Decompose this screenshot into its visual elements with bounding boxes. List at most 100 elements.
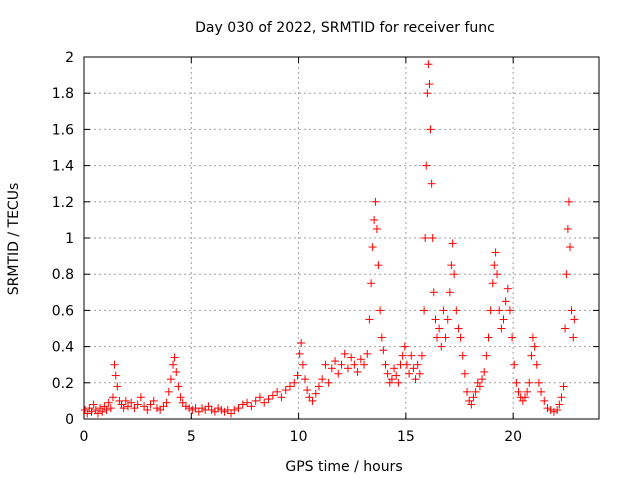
data-point <box>555 400 564 409</box>
data-point <box>220 407 229 416</box>
data-point <box>314 382 323 391</box>
data-point <box>569 333 578 342</box>
data-point <box>178 398 187 407</box>
data-point <box>456 333 465 342</box>
data-point <box>420 306 429 315</box>
data-point <box>102 405 111 414</box>
y-tick-labels: 0 0.2 0.4 0.6 0.8 1 1.2 1.4 1.6 1.8 2 <box>52 50 74 428</box>
data-point <box>308 396 317 405</box>
data-point <box>363 349 372 358</box>
data-point <box>264 395 273 404</box>
data-point <box>525 378 534 387</box>
data-point <box>121 396 130 405</box>
data-point <box>540 396 549 405</box>
data-point <box>562 270 571 279</box>
data-point <box>431 315 440 324</box>
data-point <box>484 333 493 342</box>
data-point <box>561 324 570 333</box>
data-point <box>503 284 512 293</box>
data-point <box>295 349 304 358</box>
data-point <box>324 378 333 387</box>
data-point <box>437 342 446 351</box>
data-point <box>497 324 506 333</box>
data-point <box>133 400 142 409</box>
data-point <box>424 60 433 69</box>
data-point <box>166 375 175 384</box>
data-point <box>553 405 562 414</box>
data-point <box>360 360 369 369</box>
data-point <box>91 405 100 414</box>
data-point <box>448 239 457 248</box>
data-point <box>415 369 424 378</box>
data-point <box>394 378 403 387</box>
data-point <box>230 405 239 414</box>
data-point <box>238 400 247 409</box>
data-point <box>549 407 558 416</box>
data-point <box>286 382 294 391</box>
data-point <box>85 404 94 413</box>
data-point <box>413 360 422 369</box>
y-tick-label: 0.4 <box>52 340 74 356</box>
data-point <box>156 405 165 414</box>
data-point <box>143 405 152 414</box>
data-point <box>501 297 510 306</box>
data-point <box>532 360 541 369</box>
data-points <box>81 60 579 418</box>
data-point <box>400 342 409 351</box>
data-point <box>475 382 484 391</box>
data-point <box>428 234 437 242</box>
data-point <box>463 387 472 396</box>
x-tick-label: 5 <box>187 429 196 445</box>
data-point <box>374 261 383 270</box>
data-point <box>567 306 576 315</box>
data-point <box>495 306 504 315</box>
data-point <box>387 375 396 384</box>
data-point <box>473 378 482 387</box>
data-point <box>423 89 432 98</box>
x-tick-labels: 0 5 10 15 20 <box>80 429 523 445</box>
data-point <box>207 405 216 414</box>
data-point <box>458 351 467 360</box>
data-point <box>247 402 256 411</box>
data-point <box>130 404 139 413</box>
data-point <box>159 402 168 411</box>
data-point <box>321 360 330 369</box>
data-point <box>530 342 539 351</box>
data-point <box>104 398 113 407</box>
data-point <box>570 315 579 324</box>
data-point <box>520 393 529 402</box>
data-point <box>505 306 514 315</box>
data-point <box>518 396 527 405</box>
y-tick-label: 1.4 <box>52 159 74 175</box>
data-point <box>527 351 536 360</box>
data-point <box>490 261 499 270</box>
data-point <box>89 400 98 409</box>
data-point <box>390 364 399 373</box>
data-point <box>376 306 385 315</box>
data-point <box>426 125 435 134</box>
data-point <box>422 161 431 170</box>
data-point <box>81 405 90 414</box>
data-point <box>164 387 173 396</box>
x-axis-title: GPS time / hours <box>285 459 402 475</box>
data-point <box>460 369 469 378</box>
data-point <box>443 315 452 324</box>
y-axis-title: SRMTID / TECUs <box>6 183 22 296</box>
data-point <box>508 333 517 342</box>
y-tick-label: 1.2 <box>52 195 74 211</box>
data-point <box>123 402 132 411</box>
data-point <box>149 396 158 405</box>
data-point <box>452 306 461 315</box>
y-tick-label: 0.8 <box>52 267 74 283</box>
data-point <box>454 324 463 333</box>
data-point <box>176 393 185 402</box>
data-point <box>402 360 411 369</box>
data-point <box>340 349 349 358</box>
data-point <box>512 378 521 387</box>
data-point <box>367 279 376 288</box>
data-point <box>353 367 362 376</box>
data-point <box>499 315 508 324</box>
data-point <box>301 375 310 384</box>
y-tick-label: 1.6 <box>52 122 74 138</box>
